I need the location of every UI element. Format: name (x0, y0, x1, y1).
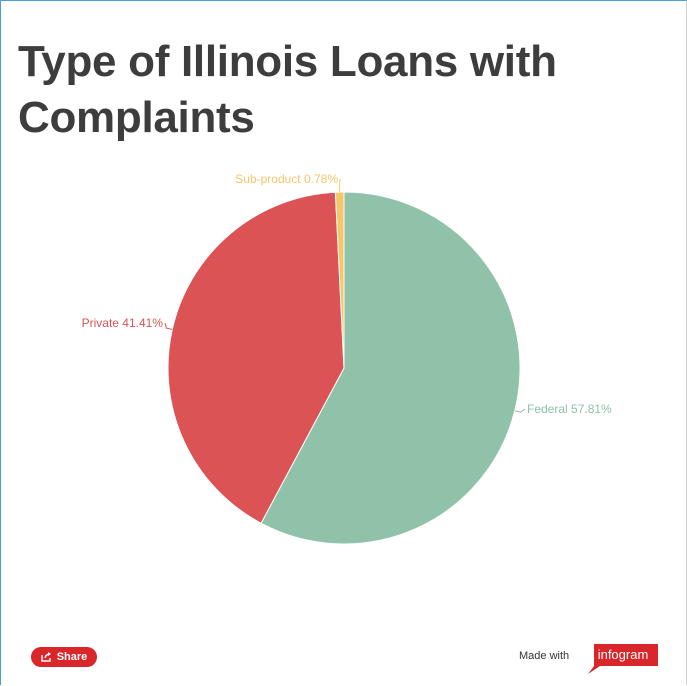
infogram-logo[interactable]: infogram (588, 644, 660, 674)
share-icon (41, 652, 51, 662)
infogram-logo-shape (588, 644, 658, 674)
slice-label-private: Private 41.41% (82, 316, 164, 330)
leader-line-federal (514, 408, 526, 413)
label-leader-lines (164, 178, 526, 413)
made-with-text: Made with (519, 650, 570, 662)
slice-label-sub-product: Sub-product 0.78% (235, 172, 338, 186)
chart-title: Type of Illinois Loans with Complaints (18, 37, 557, 142)
pie-slices (167, 191, 521, 545)
infogram-logo-text: infogram (597, 647, 649, 662)
share-button[interactable]: Share (31, 647, 97, 667)
share-button-label: Share (56, 651, 88, 663)
leader-line-private (164, 322, 173, 330)
pie-slice-private[interactable] (167, 191, 345, 524)
slice-label-federal: Federal 57.81% (527, 402, 612, 416)
